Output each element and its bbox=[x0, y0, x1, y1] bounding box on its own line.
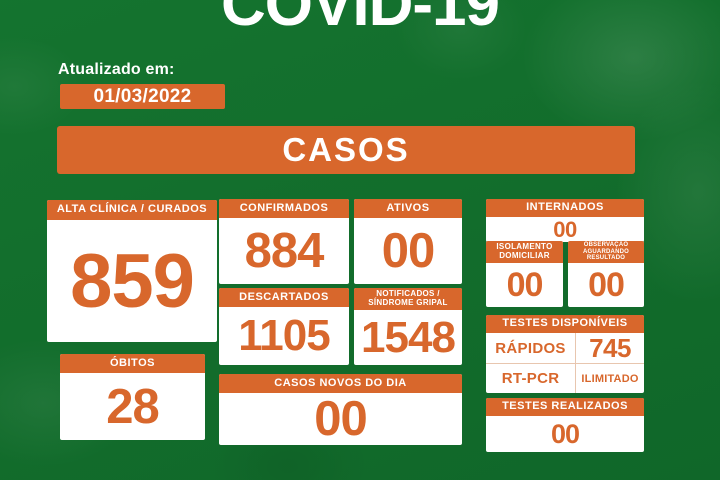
card-confirmados: CONFIRMADOS 884 bbox=[219, 199, 349, 284]
card-testes-realizados-label: TESTES REALIZADOS bbox=[486, 398, 644, 416]
card-descartados-value: 1105 bbox=[238, 311, 330, 360]
card-observacao-aguardando-resultado: OBSERVAÇÃO AGUARDANDO RESULTADO 00 bbox=[568, 241, 644, 307]
card-notificados-value: 1548 bbox=[361, 312, 456, 362]
card-internados: INTERNADOS 00 bbox=[486, 199, 644, 242]
card-internados-label: INTERNADOS bbox=[486, 199, 644, 217]
card-casos-novos-value: 00 bbox=[314, 392, 368, 445]
card-notificados-label: NOTIFICADOS / SÍNDROME GRIPAL bbox=[354, 288, 462, 310]
card-descartados-label: DESCARTADOS bbox=[219, 288, 349, 307]
testes-row-rapidos-name: RÁPIDOS bbox=[486, 333, 577, 363]
testes-row-rtpcr: RT-PCR ILIMITADO bbox=[486, 364, 644, 393]
updated-label: Atualizado em: bbox=[58, 61, 175, 78]
card-casos-novos: CASOS NOVOS DO DIA 00 bbox=[219, 374, 462, 445]
card-ativos-value: 00 bbox=[381, 224, 436, 278]
card-confirmados-value: 884 bbox=[244, 224, 325, 278]
card-testes-disponiveis: TESTES DISPONÍVEIS RÁPIDOS 745 RT-PCR IL… bbox=[486, 315, 644, 393]
updated-date-badge: 01/03/2022 bbox=[60, 84, 225, 109]
card-internados-value: 00 bbox=[553, 216, 577, 242]
card-testes-realizados-value: 00 bbox=[550, 418, 580, 449]
card-alta-clinica-value: 859 bbox=[70, 238, 195, 324]
card-testes-disponiveis-label: TESTES DISPONÍVEIS bbox=[486, 315, 644, 333]
casos-section-banner: CASOS bbox=[57, 126, 635, 174]
card-confirmados-label: CONFIRMADOS bbox=[219, 199, 349, 218]
card-obitos-value: 28 bbox=[106, 379, 160, 434]
testes-row-rapidos-value: 745 bbox=[589, 332, 631, 363]
card-ativos-label: ATIVOS bbox=[354, 199, 462, 218]
card-ativos: ATIVOS 00 bbox=[354, 199, 462, 284]
testes-row-rtpcr-name: RT-PCR bbox=[486, 364, 577, 393]
card-obitos-label: ÓBITOS bbox=[60, 354, 205, 373]
testes-row-rapidos: RÁPIDOS 745 bbox=[486, 333, 644, 364]
card-isolamento-domiciliar: ISOLAMENTO DOMICILIAR 00 bbox=[486, 241, 563, 307]
card-isolamento-domiciliar-label: ISOLAMENTO DOMICILIAR bbox=[486, 241, 563, 263]
card-testes-realizados: TESTES REALIZADOS 00 bbox=[486, 398, 644, 452]
testes-row-rtpcr-value: ILIMITADO bbox=[581, 372, 639, 385]
page-title: COVID-19 bbox=[221, 0, 500, 39]
card-descartados: DESCARTADOS 1105 bbox=[219, 288, 349, 365]
card-observacao-value: 00 bbox=[588, 265, 625, 304]
card-notificados: NOTIFICADOS / SÍNDROME GRIPAL 1548 bbox=[354, 288, 462, 365]
card-observacao-label: OBSERVAÇÃO AGUARDANDO RESULTADO bbox=[568, 241, 644, 263]
card-obitos: ÓBITOS 28 bbox=[60, 354, 205, 440]
card-casos-novos-label: CASOS NOVOS DO DIA bbox=[219, 374, 462, 393]
card-isolamento-domiciliar-value: 00 bbox=[506, 265, 544, 304]
card-alta-clinica-label: ALTA CLÍNICA / CURADOS bbox=[47, 200, 217, 220]
card-alta-clinica: ALTA CLÍNICA / CURADOS 859 bbox=[47, 200, 217, 342]
